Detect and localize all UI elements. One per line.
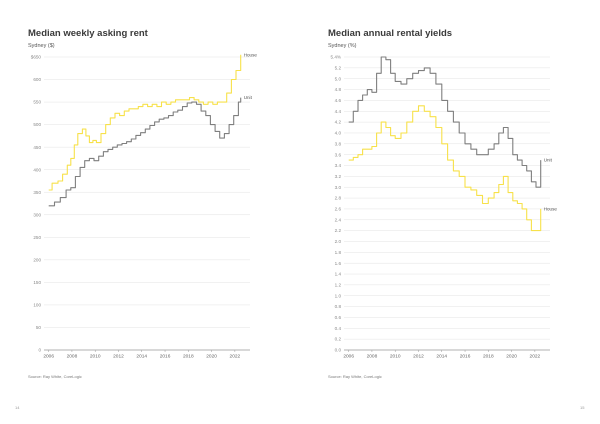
x-tick-label: 2008	[67, 354, 78, 360]
yields-panel: Median annual rental yields Sydney (%) 0…	[300, 0, 600, 424]
x-tick-label: 2016	[160, 354, 171, 360]
y-tick-label: 1.6	[335, 261, 342, 266]
y-tick-label: 4.2	[335, 120, 342, 125]
x-tick-label: 2018	[483, 354, 494, 360]
y-tick-label: 1.8	[335, 250, 342, 255]
x-tick-label: 2022	[530, 354, 541, 360]
y-tick-label: 0	[38, 348, 41, 353]
x-tick-label: 2008	[367, 354, 378, 360]
y-tick-label: 2.0	[335, 239, 342, 244]
unit-series-label: Unit	[544, 158, 553, 163]
y-tick-label: 1.2	[335, 282, 342, 287]
chart-subtitle: Sydney (%)	[328, 43, 357, 49]
y-tick-label: 2.2	[335, 228, 342, 233]
y-tick-label: 100	[33, 303, 41, 308]
yields-chart: 0.0 0.2 0.4 0.6 0.8 1.0 1.2 1.4 1.6 1.8 2.0 2.2 2.4 2…	[331, 55, 558, 360]
x-tick-label: 2010	[90, 354, 101, 360]
x-tick-label: 2012	[413, 354, 424, 360]
house-series-line	[48, 54, 242, 191]
y-tick-label: 3.2	[335, 174, 342, 179]
y-tick-label: 0.2	[335, 337, 342, 342]
y-tick-label: 0.0	[335, 348, 342, 353]
x-tick-label: 2022	[230, 354, 241, 360]
chart-title: Median annual rental yields	[328, 28, 453, 39]
y-tick-label: 4.4	[335, 109, 342, 114]
y-tick-label: 300	[33, 212, 41, 217]
y-tick-label: 0.6	[335, 315, 342, 320]
y-tick-label: 4.6	[335, 98, 342, 103]
y-tick-label: 3.4	[335, 163, 342, 168]
y-tick-label: 2.8	[335, 196, 342, 201]
house-series-label: House	[244, 52, 258, 57]
house-series-label: House	[544, 207, 558, 212]
y-tick-label: 2.6	[335, 207, 342, 212]
rent-chart: 0 50 100 150 200 250 300 350 400 450 500 550 600 $650…	[31, 52, 258, 360]
unit-series-line	[348, 56, 542, 188]
x-tick-label: 2020	[506, 354, 517, 360]
y-tick-label: 1.0	[335, 293, 342, 298]
y-tick-label: 3.8	[335, 141, 342, 146]
y-tick-label: 2.4	[335, 217, 342, 222]
unit-series-label: Unit	[244, 95, 253, 100]
x-tick-label: 2006	[343, 354, 354, 360]
y-tick-label: 5.0	[335, 76, 342, 81]
x-tick-label: 2020	[206, 354, 217, 360]
x-tick-label: 2006	[43, 354, 54, 360]
y-tick-label: 500	[33, 122, 41, 127]
x-tick-label: 2014	[136, 354, 147, 360]
x-tick-label: 2012	[113, 354, 124, 360]
y-tick-label: 5.4%	[331, 55, 341, 60]
y-tick-label: 350	[33, 190, 41, 195]
y-tick-label: 50	[36, 325, 42, 330]
y-tick-label: 1.4	[335, 272, 342, 277]
rent-panel: Median weekly asking rent Sydney ($) 0 50…	[15, 28, 258, 410]
y-tick-label: 200	[33, 257, 41, 262]
y-tick-label: 5.2	[335, 65, 342, 70]
page-number: 15	[580, 405, 585, 410]
y-tick-label: 550	[33, 100, 41, 105]
unit-series-line	[48, 97, 242, 207]
y-tick-label: 4.8	[335, 87, 342, 92]
x-tick-label: 2010	[390, 354, 401, 360]
x-tick-label: 2016	[460, 354, 471, 360]
source-note: Source: Ray White, CoreLogic	[28, 374, 82, 379]
y-tick-label: 250	[33, 235, 41, 240]
chart-subtitle: Sydney ($)	[28, 43, 55, 49]
y-tick-label: 600	[33, 77, 41, 82]
y-tick-label: 3.0	[335, 185, 342, 190]
y-tick-label: 4.0	[335, 131, 342, 136]
y-tick-label: 400	[33, 167, 41, 172]
page-number: 14	[15, 405, 20, 410]
source-note: Source: Ray White, CoreLogic	[328, 374, 382, 379]
y-tick-label: 450	[33, 145, 41, 150]
house-series-line	[348, 105, 542, 232]
y-tick-label: 0.4	[335, 326, 342, 331]
x-tick-label: 2018	[183, 354, 194, 360]
x-tick-label: 2014	[436, 354, 447, 360]
y-tick-label: $650	[31, 55, 42, 60]
y-tick-label: 150	[33, 280, 41, 285]
y-tick-label: 3.6	[335, 152, 342, 157]
y-tick-label: 0.8	[335, 304, 342, 309]
chart-title: Median weekly asking rent	[28, 28, 148, 39]
